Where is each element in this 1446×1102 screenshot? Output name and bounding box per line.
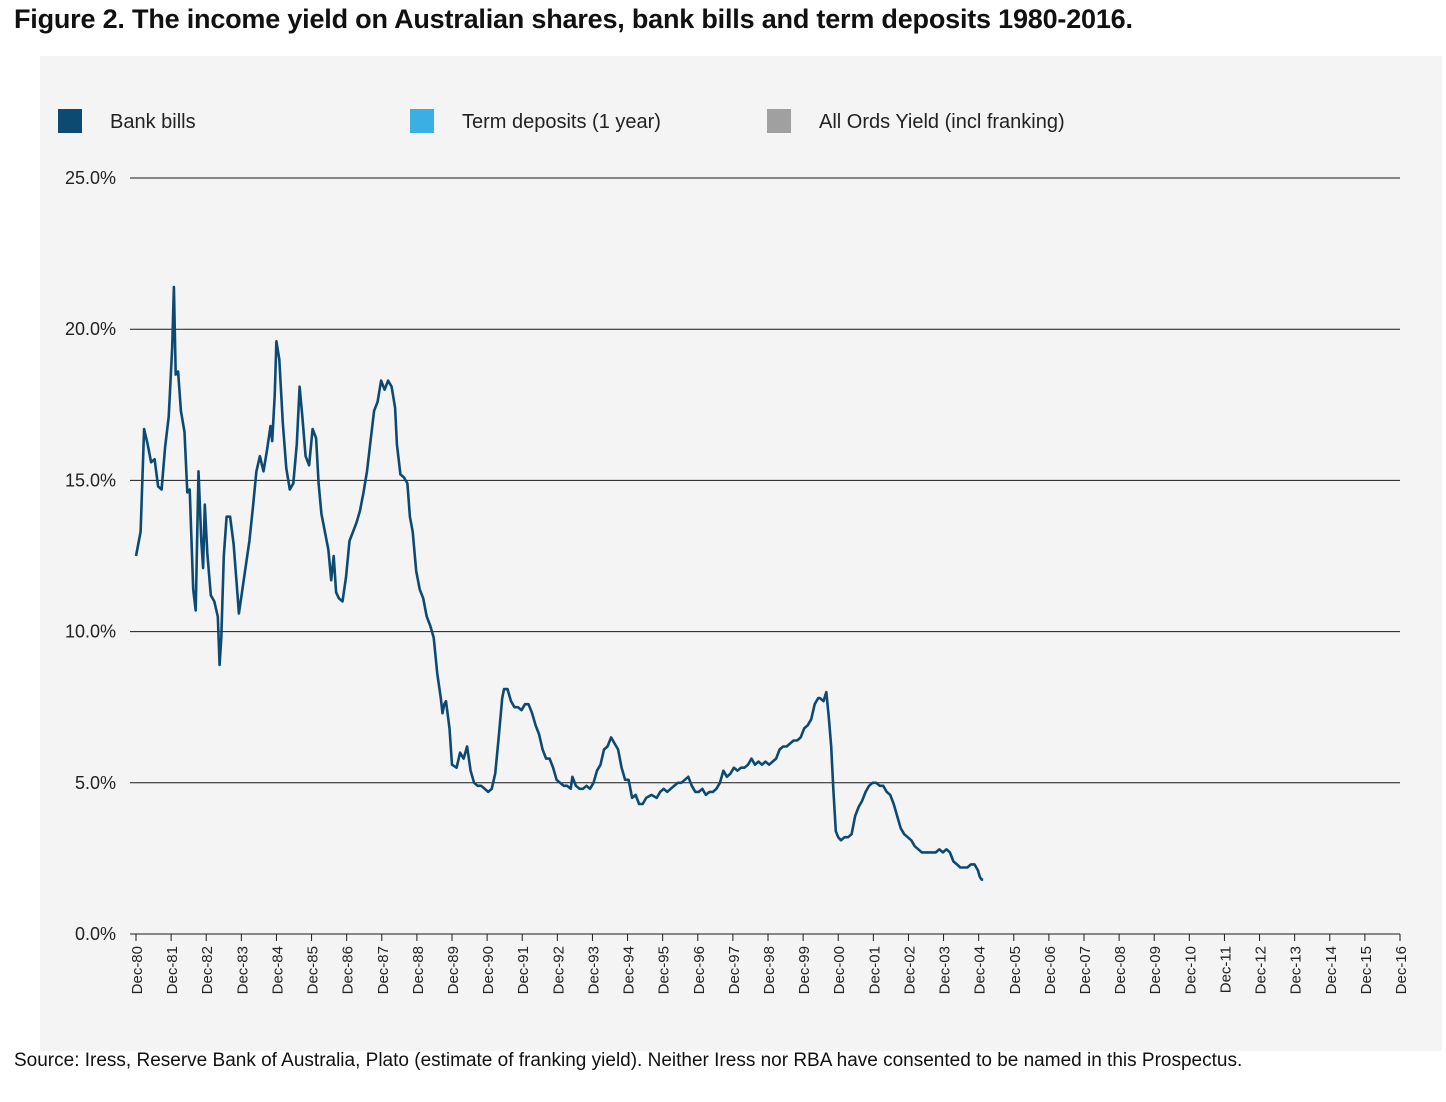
x-tick-label: Dec-87 (375, 946, 392, 994)
x-tick-label: Dec-14 (1323, 946, 1340, 994)
x-tick-label: Dec-13 (1288, 946, 1305, 994)
legend-swatch (410, 109, 434, 133)
x-tick-label: Dec-98 (761, 946, 778, 994)
x-tick-label: Dec-15 (1358, 946, 1375, 994)
x-tick-label: Dec-11 (1217, 946, 1234, 993)
x-tick-label: Dec-04 (972, 946, 989, 994)
x-tick-label: Dec-90 (480, 946, 497, 994)
legend-swatch (58, 109, 82, 133)
plot-panel: 0.0% 5.0% 10.0% 15.0% 20.0% 25.0% Dec-80 Dec-81… (40, 56, 1442, 1051)
y-tick-label: 20.0% (65, 319, 116, 339)
y-tick-label: 15.0% (65, 470, 116, 490)
y-tick-label: 0.0% (75, 924, 116, 944)
x-tick-label: Dec-03 (937, 946, 954, 994)
x-tick-label: Dec-83 (234, 946, 251, 994)
x-tick-label: Dec-81 (164, 946, 181, 994)
x-tick-label: Dec-88 (410, 946, 427, 994)
x-tick-label: Dec-09 (1147, 946, 1164, 994)
x-tick-label: Dec-16 (1393, 946, 1410, 994)
source-note: Source: Iress, Reserve Bank of Australia… (14, 1050, 1243, 1071)
x-tick-label: Dec-91 (515, 946, 532, 994)
x-tick-label: Dec-86 (340, 946, 357, 994)
series-line-bank-bills (134, 285, 984, 881)
x-tick-label: Dec-92 (550, 946, 567, 994)
y-tick-label: 10.0% (65, 622, 116, 642)
chart-title: Figure 2. The income yield on Australian… (14, 4, 1133, 34)
x-tick-label: Dec-97 (726, 946, 743, 994)
x-tick-label: Dec-96 (691, 946, 708, 994)
x-tick-label: Dec-02 (901, 946, 918, 994)
x-tick-label: Dec-95 (656, 946, 673, 994)
x-tick-label: Dec-94 (621, 946, 638, 994)
x-tick-label: Dec-07 (1077, 946, 1094, 994)
x-tick-label: Dec-00 (831, 946, 848, 994)
y-tick-label: 5.0% (75, 773, 116, 793)
legend-label: Term deposits (1 year) (462, 111, 661, 133)
x-tick-label: Dec-82 (199, 946, 216, 994)
x-tick-label: Dec-80 (129, 946, 146, 994)
x-tick-label: Dec-89 (445, 946, 462, 994)
x-tick-label: Dec-93 (585, 946, 602, 994)
x-tick-label: Dec-06 (1042, 946, 1059, 994)
x-tick-label: Dec-99 (796, 946, 813, 994)
x-tick-label: Dec-85 (305, 946, 322, 994)
legend-label: Bank bills (110, 111, 196, 133)
x-tick-label: Dec-01 (866, 946, 883, 994)
legend-label: All Ords Yield (incl franking) (819, 111, 1065, 133)
y-tick-label: 25.0% (65, 168, 116, 188)
x-tick-label: Dec-05 (1007, 946, 1024, 994)
x-tick-label: Dec-84 (269, 946, 286, 994)
x-tick-label: Dec-12 (1253, 946, 1270, 994)
line-chart: 0.0% 5.0% 10.0% 15.0% 20.0% 25.0% Dec-80 Dec-81… (58, 109, 1410, 994)
legend-swatch (767, 109, 791, 133)
x-tick-label: Dec-10 (1182, 946, 1199, 994)
x-tick-label: Dec-08 (1112, 946, 1129, 994)
